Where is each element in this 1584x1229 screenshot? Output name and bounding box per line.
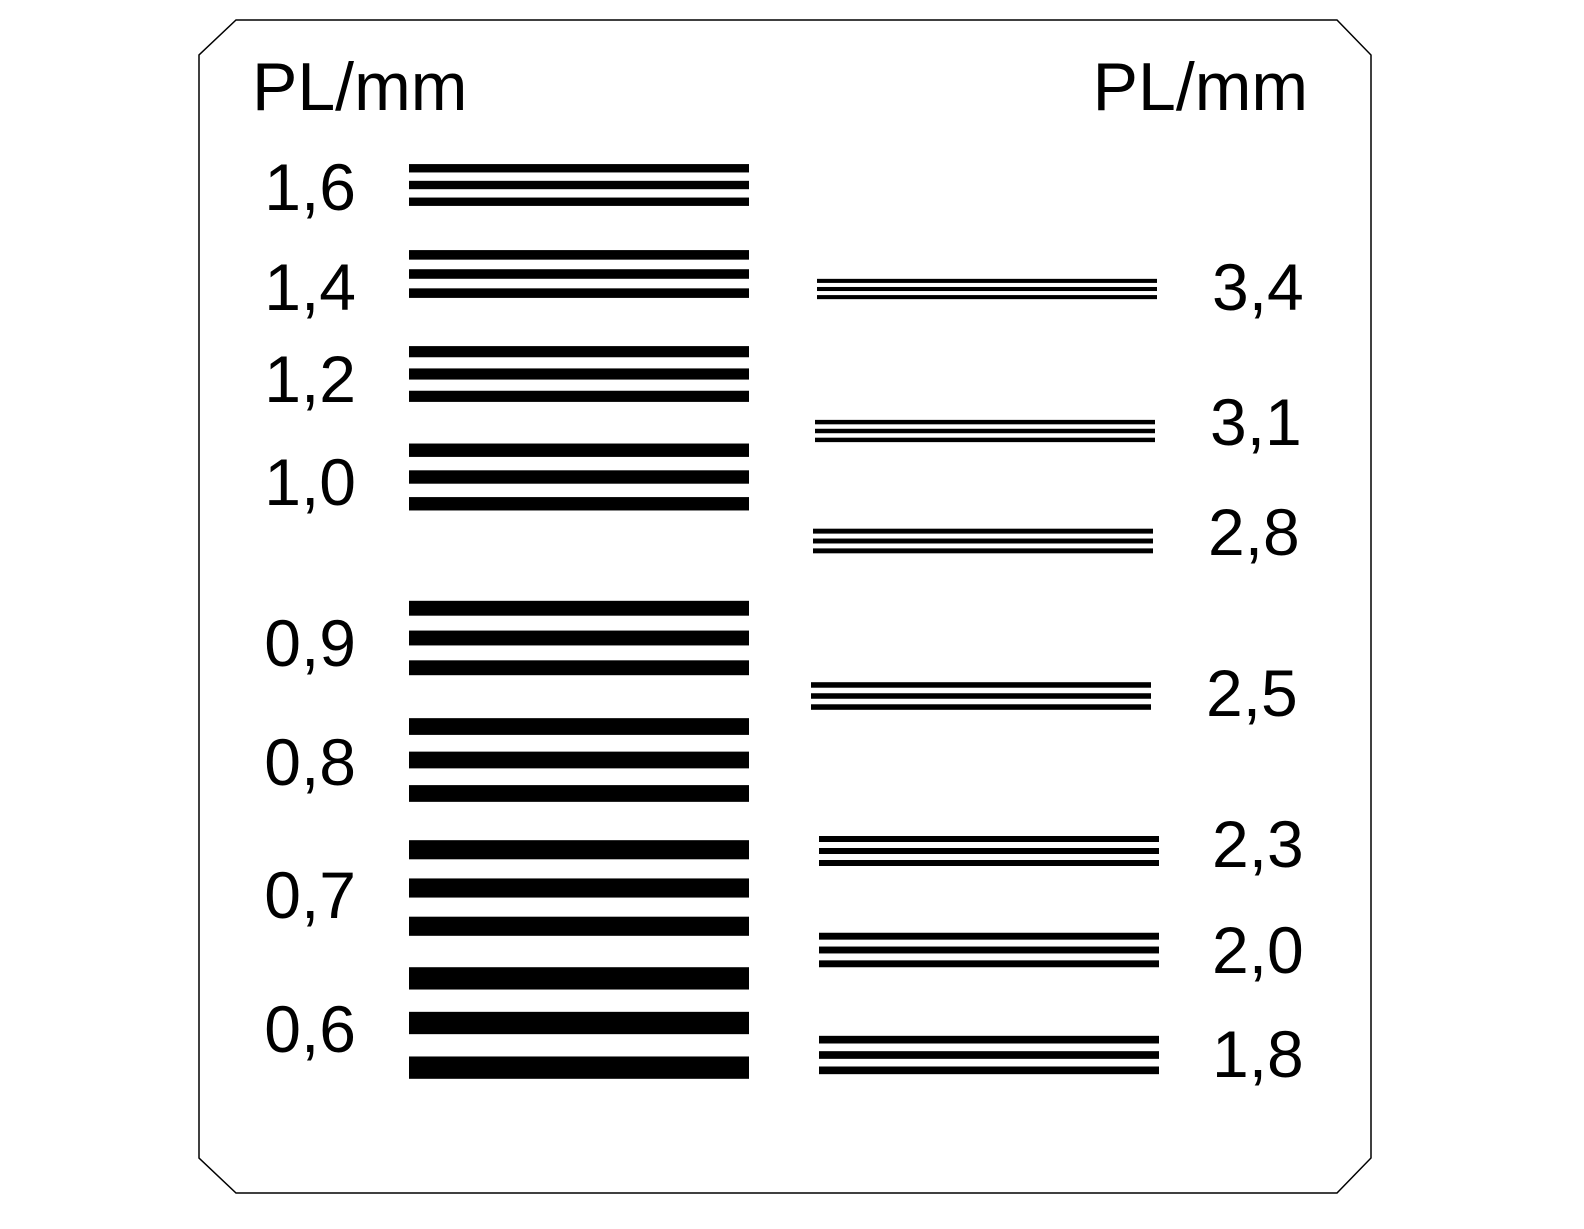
right-bar [819, 1035, 1159, 1044]
left-bar [409, 197, 749, 206]
left-bar [409, 443, 749, 457]
right-group-2-3: 2,3 [819, 807, 1304, 881]
left-bar [409, 967, 749, 990]
left-group-0-9: 0,9 [264, 600, 749, 680]
left-bar [409, 180, 749, 190]
right-bar [811, 704, 1151, 710]
left-bar [409, 390, 749, 402]
right-bar [819, 946, 1159, 954]
right-bar [817, 286, 1157, 292]
left-bar [409, 840, 749, 860]
left-bar [409, 250, 749, 260]
right-group-3-1: 3,1 [815, 385, 1302, 459]
left-group-1-0: 1,0 [264, 443, 749, 519]
left-group-label: 1,4 [264, 250, 356, 324]
right-group-label: 2,5 [1206, 656, 1298, 730]
left-group-label: 0,9 [264, 606, 356, 680]
right-bar-column: 3,4 3,1 2,8 2,5 2,3 2,0 1,8 [811, 250, 1304, 1091]
right-group-2-8: 2,8 [813, 495, 1300, 569]
right-bar [819, 1066, 1159, 1075]
unit-label-left: PL/mm [252, 49, 467, 125]
right-bar [817, 278, 1157, 283]
left-bar [409, 497, 749, 511]
left-group-label: 1,0 [264, 445, 356, 519]
right-group-label: 3,4 [1212, 250, 1304, 324]
right-group-label: 3,1 [1210, 385, 1302, 459]
right-group-label: 2,3 [1212, 807, 1304, 881]
right-group-2-5: 2,5 [811, 656, 1298, 730]
unit-label-right: PL/mm [1093, 49, 1308, 125]
right-bar [819, 836, 1159, 842]
left-group-label: 1,2 [264, 342, 356, 416]
right-bar [815, 428, 1155, 434]
left-bar [409, 600, 749, 616]
right-bar [819, 860, 1159, 866]
right-bar [815, 437, 1155, 443]
right-group-label: 2,8 [1208, 495, 1300, 569]
left-group-0-8: 0,8 [264, 718, 749, 802]
right-group-2-0: 2,0 [819, 913, 1304, 987]
right-bar [819, 848, 1159, 854]
left-bar [409, 1056, 749, 1079]
right-bar [813, 538, 1153, 544]
right-bar [813, 528, 1153, 534]
left-bar [409, 630, 749, 646]
left-group-1-4: 1,4 [264, 250, 749, 324]
left-group-1-2: 1,2 [264, 342, 749, 416]
right-bar [817, 295, 1157, 300]
right-bar [819, 960, 1159, 968]
left-bar-column: 1,6 1,4 1,2 1,0 0,9 0,8 0,7 0,6 [264, 150, 749, 1079]
left-bar [409, 164, 749, 173]
right-group-1-8: 1,8 [819, 1017, 1304, 1091]
left-bar [409, 718, 749, 735]
left-group-label: 0,6 [264, 992, 356, 1066]
right-bar [813, 548, 1153, 554]
right-bar [811, 682, 1151, 688]
left-group-label: 0,8 [264, 725, 356, 799]
left-bar [409, 269, 749, 279]
right-group-label: 2,0 [1212, 913, 1304, 987]
right-bar [819, 1051, 1159, 1059]
target-frame [198, 19, 1372, 1194]
right-group-label: 1,8 [1212, 1017, 1304, 1091]
left-bar [409, 660, 749, 676]
left-bar [409, 470, 749, 484]
right-bar [819, 932, 1159, 940]
right-bar [811, 693, 1151, 699]
left-bar [409, 916, 749, 936]
right-group-3-4: 3,4 [817, 250, 1304, 324]
left-group-label: 1,6 [264, 150, 356, 224]
left-group-1-6: 1,6 [264, 150, 749, 224]
left-group-0-7: 0,7 [264, 840, 749, 936]
left-bar [409, 751, 749, 769]
left-bar [409, 368, 749, 380]
left-bar [409, 785, 749, 802]
left-bar [409, 288, 749, 298]
left-bar [409, 1011, 749, 1035]
left-group-0-6: 0,6 [264, 967, 749, 1079]
left-bar [409, 346, 749, 358]
left-bar [409, 878, 749, 898]
left-group-label: 0,7 [264, 858, 356, 932]
right-bar [815, 419, 1155, 425]
